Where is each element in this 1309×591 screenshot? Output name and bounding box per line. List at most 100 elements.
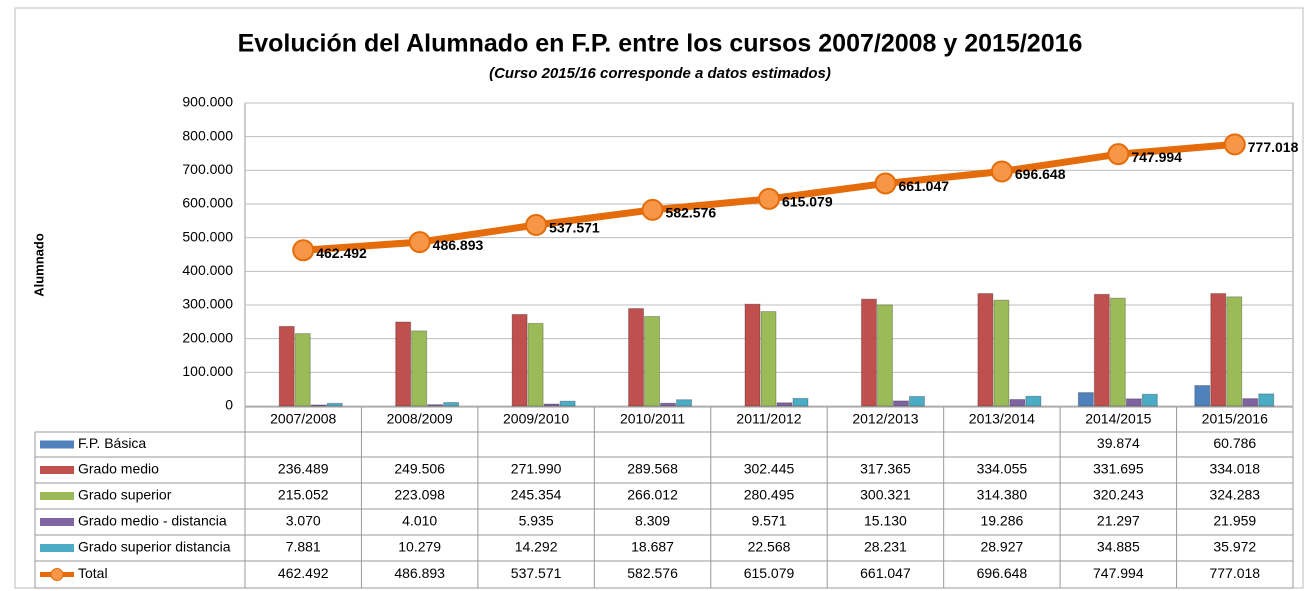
bar	[511, 313, 528, 407]
table-cell: 21.959	[1213, 513, 1256, 529]
legend-label: Grado superior	[78, 487, 172, 503]
x-tick-label: 2009/2010	[503, 411, 569, 427]
total-marker	[525, 214, 548, 237]
bar	[860, 298, 877, 407]
table-cell: 537.571	[511, 565, 562, 581]
bar	[908, 395, 925, 407]
bar	[326, 402, 343, 407]
legend-key	[40, 466, 74, 474]
data-label: 661.047	[898, 178, 949, 194]
total-marker	[1107, 143, 1130, 166]
table-cell: 21.297	[1097, 513, 1140, 529]
table-cell: 777.018	[1209, 565, 1260, 581]
bar	[776, 402, 793, 407]
bar	[676, 399, 693, 407]
y-tick-label: 300.000	[182, 296, 233, 312]
table-cell: 314.380	[977, 487, 1028, 503]
table-cell: 280.495	[744, 487, 795, 503]
table-cell: 4.010	[402, 513, 437, 529]
data-label: 777.018	[1248, 139, 1299, 155]
table-cell: 60.786	[1213, 435, 1256, 451]
table-cell: 334.055	[977, 461, 1028, 477]
table-cell: 9.571	[751, 513, 786, 529]
chart-title: Evolución del Alumnado en F.P. entre los…	[238, 30, 1083, 58]
y-tick-label: 700.000	[182, 161, 233, 177]
table-cell: 22.568	[748, 539, 791, 555]
table-cell: 324.283	[1209, 487, 1260, 503]
table-cell: 302.445	[744, 461, 795, 477]
bar	[1194, 385, 1211, 407]
bar	[993, 299, 1010, 407]
legend-key	[40, 440, 74, 449]
data-label: 462.492	[316, 245, 367, 261]
table-cell: 331.695	[1093, 461, 1144, 477]
table-cell: 615.079	[744, 565, 795, 581]
table-cell: 289.568	[627, 461, 678, 477]
x-tick-label: 2010/2011	[620, 411, 685, 427]
data-label: 615.079	[782, 194, 833, 210]
table-cell: 317.365	[860, 461, 911, 477]
bar	[792, 397, 809, 407]
table-cell: 320.243	[1093, 487, 1144, 503]
table-cell: 271.990	[511, 461, 562, 477]
bar	[1141, 393, 1158, 407]
table-cell: 696.648	[977, 565, 1028, 581]
table-cell: 661.047	[860, 565, 911, 581]
total-marker	[292, 239, 315, 262]
y-tick-label: 500.000	[182, 228, 233, 244]
bar	[876, 304, 893, 407]
table-cell: 39.874	[1097, 435, 1140, 451]
y-tick-label: 600.000	[182, 195, 233, 211]
table-cell: 10.279	[398, 539, 441, 555]
table-cell: 28.231	[864, 539, 907, 555]
bar	[1025, 395, 1042, 407]
legend-key	[40, 492, 74, 500]
table-cell: 35.972	[1213, 539, 1256, 555]
table-cell: 3.070	[286, 513, 321, 529]
bar	[760, 311, 777, 407]
table-cell: 747.994	[1093, 565, 1144, 581]
bar	[310, 404, 327, 407]
data-label: 486.893	[433, 237, 484, 253]
bar	[1210, 293, 1227, 407]
legend-label: Total	[78, 565, 108, 581]
table-cell: 245.354	[511, 487, 562, 503]
data-label: 537.571	[549, 220, 600, 236]
total-marker	[990, 160, 1013, 183]
bar	[644, 315, 661, 407]
table-cell: 300.321	[860, 487, 911, 503]
bar	[977, 293, 994, 407]
x-tick-label: 2011/2012	[736, 411, 801, 427]
data-label: 696.648	[1015, 166, 1066, 182]
table-cell: 8.309	[635, 513, 670, 529]
total-marker	[641, 198, 664, 221]
x-tick-label: 2008/2009	[387, 411, 453, 427]
table-cell: 5.935	[519, 513, 554, 529]
legend-key	[40, 544, 74, 552]
legend-label: Grado superior distancia	[78, 539, 231, 555]
y-tick-label: 800.000	[182, 127, 233, 143]
bar	[1077, 392, 1094, 407]
table-cell: 582.576	[627, 565, 678, 581]
bar	[527, 322, 544, 407]
total-marker	[874, 172, 897, 195]
x-tick-label: 2013/2014	[969, 411, 1035, 427]
x-tick-label: 2007/2008	[270, 411, 336, 427]
chart-border	[14, 7, 1304, 589]
table-cell: 18.687	[631, 539, 674, 555]
bar	[543, 403, 560, 407]
total-marker	[1223, 133, 1246, 156]
table-cell: 7.881	[286, 539, 321, 555]
bar	[278, 325, 295, 407]
bar	[411, 330, 428, 407]
table-cell: 334.018	[1209, 461, 1260, 477]
bar	[443, 402, 460, 407]
bar	[1109, 297, 1126, 407]
table-cell: 462.492	[278, 565, 329, 581]
legend-key-marker	[50, 568, 64, 581]
x-tick-label: 2015/2016	[1202, 411, 1268, 427]
data-label: 582.576	[666, 205, 717, 221]
table-cell: 236.489	[278, 461, 329, 477]
x-tick-label: 2012/2013	[852, 411, 918, 427]
